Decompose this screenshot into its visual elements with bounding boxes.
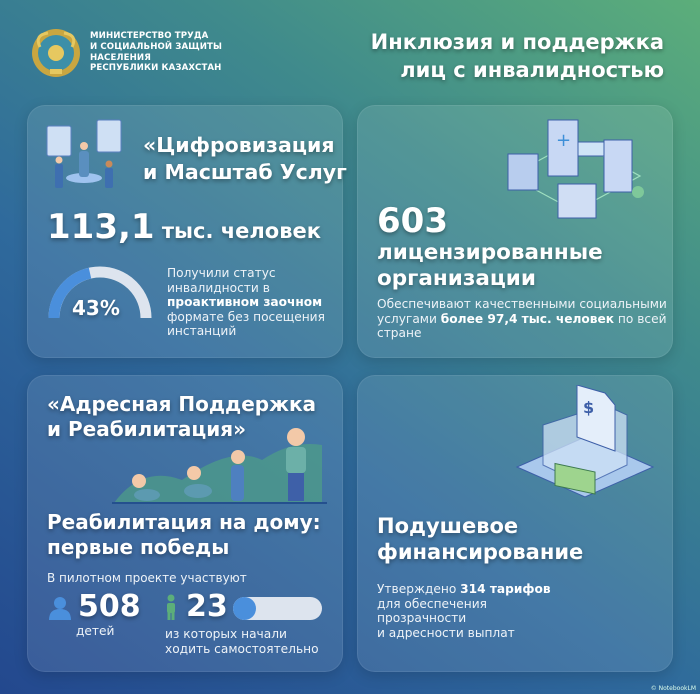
desc-text: Получили статус инвалидности в: [167, 266, 276, 295]
rehabilitation-card: [27, 375, 343, 672]
gauge-label: 43%: [72, 296, 120, 320]
buildings-network-illustration-icon: +: [507, 119, 644, 219]
people-unit: тыс. человек: [154, 219, 322, 243]
organizations-label: лицензированные организации: [377, 240, 603, 292]
svg-text:$: $: [583, 398, 594, 417]
label-line: лицензированные: [377, 240, 603, 265]
desc-bold: более 97,4 тыс. человек: [440, 311, 615, 326]
digitalization-card: [27, 105, 343, 358]
subtitle-line: первые победы: [47, 535, 230, 559]
title-line: финансирование: [377, 540, 584, 564]
organizations-description: Обеспечивают качественными социальными у…: [377, 297, 667, 341]
walking-label: из которых начали ходить самостоятельно: [165, 627, 319, 656]
children-label: детей: [76, 624, 115, 638]
children-walking-illustration-icon: [112, 428, 327, 504]
rehabilitation-title: «Адресная Поддержка и Реабилитация»: [47, 392, 316, 442]
proactive-gauge: [48, 266, 152, 319]
desc-bold: проактивном заочном: [167, 295, 323, 309]
page-title: Инклюзия и поддержка лиц с инвалидностью: [371, 28, 664, 84]
ministry-line: МИНИСТЕРСТВО ТРУДА: [90, 31, 209, 41]
home-rehab-title: Реабилитация на дому: первые победы: [47, 510, 321, 560]
desc-text: Утверждено: [377, 582, 461, 596]
walking-label-line: ходить самостоятельно: [165, 641, 319, 656]
funding-title: Подушевое финансирование: [377, 513, 583, 565]
digitalization-title: «Цифровизация и Масштаб Услуг: [143, 132, 347, 186]
title-line: Инклюзия и поддержка: [370, 30, 664, 54]
ministry-line: РЕСПУБЛИКИ КАЗАХСТАН: [90, 63, 222, 74]
organizations-number: 603: [377, 201, 448, 241]
digital-services-illustration-icon: [46, 119, 122, 188]
money-box-illustration-icon: $: [515, 385, 655, 498]
svg-text:+: +: [556, 130, 571, 151]
title-line: «Цифровизация: [143, 133, 335, 157]
desc-line: прозрачности: [377, 611, 467, 625]
walking-child-icon: [167, 594, 175, 620]
walking-progress-knob: [233, 597, 256, 620]
gauge-fill: [48, 267, 92, 319]
children-count: 508: [78, 589, 141, 624]
people-count: 113,1 тыс. человек: [47, 207, 321, 247]
walking-count: 23: [186, 589, 228, 624]
desc-text: по всей стране: [377, 311, 667, 341]
child-icon: [49, 597, 71, 620]
pilot-label: В пилотном проекте участвуют: [47, 571, 247, 585]
label-line: организации: [377, 266, 536, 291]
title-line: Подушевое: [377, 514, 519, 538]
state-emblem-icon: [32, 29, 80, 77]
desc-text: формате без посещения инстанций: [167, 309, 325, 339]
digitalization-description: Получили статус инвалидности в проактивн…: [167, 266, 332, 339]
subtitle-line: Реабилитация на дому:: [47, 510, 321, 534]
ministry-line: НАСЕЛЕНИЯ: [90, 52, 151, 63]
title-line: и Масштаб Услуг: [143, 160, 347, 184]
title-line: лиц с инвалидностью: [400, 58, 664, 82]
walking-label-line: из которых начали: [165, 627, 287, 641]
walking-progress-bar: [233, 597, 322, 620]
desc-text: Обеспечивают качественными социальными у…: [377, 297, 667, 326]
ministry-line: И СОЦИАЛЬНОЙ ЗАЩИТЫ: [90, 41, 222, 52]
desc-bold: 314 тарифов: [460, 582, 551, 596]
watermark: © NotebookLM: [650, 685, 696, 692]
desc-line: и адресности выплат: [377, 625, 515, 640]
desc-line: для обеспечения: [377, 596, 487, 611]
funding-description: Утверждено 314 тарифов для обеспечения п…: [377, 582, 551, 640]
title-line: и Реабилитация»: [47, 417, 247, 441]
people-number: 113,1: [47, 207, 155, 247]
title-line: «Адресная Поддержка: [47, 392, 317, 416]
ministry-name: МИНИСТЕРСТВО ТРУДА И СОЦИАЛЬНОЙ ЗАЩИТЫ Н…: [90, 31, 222, 74]
